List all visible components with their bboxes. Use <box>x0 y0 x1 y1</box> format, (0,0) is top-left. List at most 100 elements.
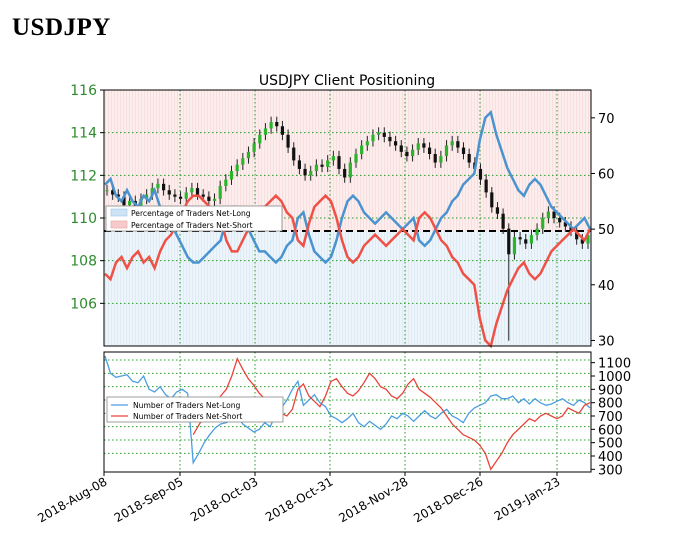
candle-body <box>461 147 466 154</box>
x-axis-ticks: 2018-Aug-08 2018-Sep-05 2018-Oct-03 2018-Oc… <box>35 472 563 525</box>
candle-body <box>309 171 313 176</box>
candle-body <box>394 141 398 146</box>
x-tick-label: 2018-Oct-03 <box>188 474 260 524</box>
candle-body <box>218 186 222 199</box>
candle-body <box>558 218 562 223</box>
right-axis-ticks: 30 40 50 60 70 <box>591 112 615 349</box>
candle-body <box>116 194 120 197</box>
left-axis-ticks: 106 108 110 112 114 116 <box>70 83 104 312</box>
lower-tick-label: 1000 <box>598 370 631 385</box>
right-tick-label: 50 <box>598 223 615 238</box>
left-tick-label: 114 <box>70 126 97 142</box>
candle-body <box>280 126 285 135</box>
legend-label-count-short: Number of Traders Net-Short <box>133 412 242 421</box>
lower-legend: Number of Traders Net-Long Number of Tra… <box>106 396 284 423</box>
candle-body <box>518 237 522 240</box>
candle-body <box>535 228 539 236</box>
candle-body <box>439 156 443 163</box>
candle-body <box>258 134 262 144</box>
right-tick-label: 70 <box>598 112 615 127</box>
candle-body <box>354 154 358 163</box>
candle-body <box>377 132 381 135</box>
candle-body <box>303 168 307 176</box>
candle-body <box>529 235 534 244</box>
candle-body <box>501 213 505 229</box>
candle-body <box>161 183 166 191</box>
left-tick-label: 108 <box>70 254 97 270</box>
candle-body <box>178 196 183 199</box>
candle-body <box>410 149 415 157</box>
net-long-region <box>104 231 591 346</box>
lower-tick-label: 800 <box>598 397 623 412</box>
lower-tick-label: 900 <box>598 383 623 398</box>
left-tick-label: 110 <box>70 211 97 227</box>
candle-body <box>190 188 194 193</box>
left-tick-label: 112 <box>70 168 97 184</box>
candle-body <box>286 134 290 148</box>
candle-body <box>512 237 517 255</box>
candle-body <box>586 235 590 244</box>
candle-body <box>433 154 437 163</box>
candle-body <box>246 151 251 159</box>
candle-body <box>241 158 245 165</box>
candle-body <box>427 147 432 154</box>
candle-body <box>128 200 132 206</box>
lower-tick-label: 600 <box>598 423 623 438</box>
candle-body <box>229 171 234 180</box>
x-tick-label: 2018-Nov-28 <box>336 474 410 525</box>
price-candles <box>105 116 590 341</box>
net-long-percentage-line <box>104 109 592 265</box>
candle-body <box>467 154 471 163</box>
candle-body <box>326 160 330 167</box>
candle-body <box>348 162 352 178</box>
x-tick-label: 2018-Dec-26 <box>411 474 485 525</box>
candle-body <box>184 192 188 199</box>
page-title: USDJPY <box>12 14 111 41</box>
right-tick-label: 60 <box>598 167 615 182</box>
net-short-count-line <box>192 357 591 471</box>
candle-body <box>195 188 200 195</box>
candle-body <box>399 145 403 152</box>
x-tick-label: 2018-Oct-31 <box>263 474 335 524</box>
left-tick-label: 106 <box>70 296 97 312</box>
lower-tick-label: 700 <box>598 410 623 425</box>
candle-body <box>450 141 454 146</box>
candle-body <box>156 183 160 189</box>
lower-tick-label: 500 <box>598 437 623 452</box>
candle-body <box>207 196 211 201</box>
candle-body <box>478 168 483 180</box>
candle-body <box>275 122 279 127</box>
legend-label-net-long: Percentage of Traders Net-Long <box>131 209 251 218</box>
lower-tick-label: 300 <box>598 463 623 478</box>
candle-body <box>575 230 579 240</box>
candle-body <box>456 141 460 148</box>
candle-body <box>507 228 511 255</box>
candle-body <box>337 156 341 169</box>
candle-body <box>297 160 301 169</box>
x-tick-label: 2018-Aug-08 <box>35 474 109 525</box>
candle-body <box>552 211 556 218</box>
candle-body <box>320 164 324 167</box>
candle-body <box>444 145 449 157</box>
x-tick-label: 2018-Sep-05 <box>112 474 186 525</box>
candle-body <box>405 151 409 157</box>
candle-body <box>343 168 347 178</box>
net-short-percentage-line <box>104 193 592 349</box>
candle-body <box>263 128 268 135</box>
candle-body <box>201 194 205 197</box>
candle-body <box>314 164 318 172</box>
candle-body <box>490 192 494 208</box>
legend-swatch-net-long <box>110 208 128 217</box>
candle-body <box>360 145 364 154</box>
candle-body <box>224 179 228 186</box>
candle-body <box>269 122 273 129</box>
candle-body <box>422 143 426 148</box>
lower-panel-frame <box>103 351 592 473</box>
candle-body <box>111 190 115 195</box>
candle-body <box>167 190 171 195</box>
candle-body <box>371 134 375 142</box>
candle-body <box>546 211 550 218</box>
lower-tick-label: 1100 <box>598 357 631 372</box>
upper-legend: Percentage of Traders Net-Long Percentag… <box>105 205 283 232</box>
